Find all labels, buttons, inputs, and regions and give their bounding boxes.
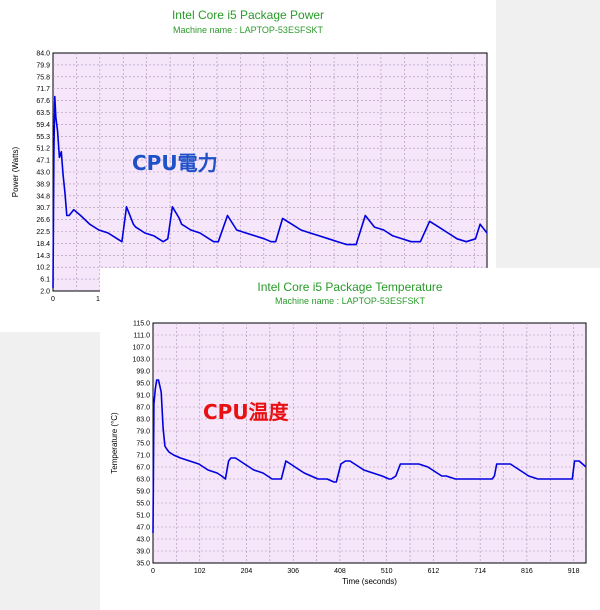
temperature-xtick-label: 102 [194,568,206,575]
power-xtick-label: 0 [51,296,55,303]
power-xtick-label: 10 [96,296,104,303]
power-ytick-label: 75.8 [36,74,50,81]
temperature-xtick-label: 306 [287,568,299,575]
temperature-ytick-label: 111.0 [134,333,151,340]
temperature-ytick-label: 67.0 [136,465,150,472]
power-ytick-label: 51.2 [36,146,50,153]
power-ytick-label: 67.6 [36,98,50,105]
power-ytick-label: 14.3 [36,253,50,260]
temperature-ytick-label: 107.0 [132,345,150,352]
temperature-x-axis-label: Time (seconds) [342,577,397,586]
power-y-axis-label: Power (Watts) [11,146,20,197]
power-series-line [52,95,488,289]
power-ytick-label: 55.3 [36,134,50,141]
temperature-xtick-label: 408 [334,568,346,575]
temperature-ytick-label: 83.0 [136,417,150,424]
power-ytick-label: 34.8 [36,193,50,200]
power-ytick-label: 22.5 [36,229,50,236]
power-ytick-label: 30.7 [36,205,50,212]
temperature-ytick-label: 51.0 [136,513,150,520]
power-ytick-label: 10.2 [36,265,50,272]
temperature-ytick-label: 35.0 [136,561,150,568]
power-overlay-label: CPU電力 [132,151,218,175]
temperature-ytick-label: 99.0 [136,369,150,376]
temperature-xtick-label: 204 [241,568,253,575]
temperature-ytick-label: 39.0 [136,549,150,556]
power-ytick-label: 47.1 [36,158,50,165]
temperature-chart-subtitle: Machine name : LAPTOP-53ESFSKT [275,296,425,306]
power-ytick-label: 71.7 [36,86,50,93]
temperature-y-axis-label: Temperature (°C) [110,412,119,474]
temperature-ytick-label: 71.0 [136,453,150,460]
temperature-ytick-label: 43.0 [136,537,150,544]
temperature-series-line [152,379,587,534]
power-ytick-label: 84.0 [36,51,50,58]
temperature-ytick-label: 75.0 [136,441,150,448]
power-ytick-label: 2.0 [40,289,50,296]
temperature-chart-title: Intel Core i5 Package Temperature [257,280,443,294]
power-ytick-label: 38.9 [36,181,50,188]
power-ytick-label: 6.1 [40,277,50,284]
temperature-xtick-label: 510 [381,568,393,575]
power-ytick-label: 43.0 [36,170,50,177]
temperature-ytick-label: 55.0 [136,501,150,508]
power-chart-title: Intel Core i5 Package Power [171,8,325,22]
temperature-ytick-label: 115.0 [133,321,150,328]
power-ytick-label: 79.9 [36,62,50,69]
temperature-overlay-label: CPU温度 [203,400,289,424]
temperature-ytick-label: 79.0 [136,429,150,436]
backdrop-bottom-left [0,332,100,610]
temperature-xtick-label: 0 [151,568,155,575]
temperature-ytick-label: 103.0 [132,357,150,364]
temperature-xtick-label: 612 [428,568,440,575]
temperature-xtick-label: 918 [568,568,580,575]
temperature-chart-svg: 115.0 111.0 107.0 103.0 99.0 95.0 91.0 87.0 83.0… [110,321,587,586]
temperature-chart-panel: Intel Core i5 Package Temperature Machin… [100,268,600,610]
temperature-ytick-label: 47.0 [136,525,150,532]
power-chart-svg: 84.0 79.9 75.8 71.7 67.6 63.5 59.4 55.3 51.2 47.1… [11,51,488,303]
power-chart-subtitle: Machine name : LAPTOP-53ESFSKT [173,25,323,35]
temperature-xtick-label: 816 [521,568,533,575]
temperature-ytick-label: 95.0 [136,381,150,388]
power-chart-panel: Intel Core i5 Package Power Machine name… [0,0,496,332]
power-ytick-label: 26.6 [36,217,50,224]
temperature-ytick-label: 91.0 [136,393,150,400]
power-ytick-label: 59.4 [36,122,50,129]
temperature-ytick-label: 63.0 [136,477,150,484]
power-ytick-label: 63.5 [36,110,50,117]
temperature-ytick-label: 87.0 [136,405,150,412]
power-ytick-label: 18.4 [36,241,50,248]
temperature-xtick-label: 714 [474,568,486,575]
temperature-ytick-label: 59.0 [136,489,150,496]
